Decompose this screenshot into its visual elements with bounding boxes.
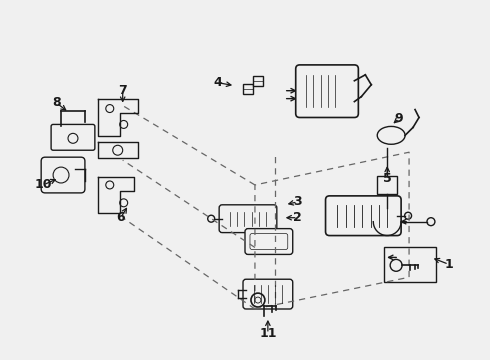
FancyBboxPatch shape [41, 157, 85, 193]
Ellipse shape [377, 126, 405, 144]
Bar [377, 176, 397, 194]
Text: 8: 8 [52, 96, 60, 109]
Text: 4: 4 [214, 76, 222, 89]
FancyBboxPatch shape [51, 125, 95, 150]
Text: 11: 11 [259, 327, 277, 340]
FancyBboxPatch shape [243, 279, 293, 309]
Text: 1: 1 [444, 258, 453, 271]
FancyBboxPatch shape [295, 65, 358, 117]
Text: 7: 7 [118, 84, 127, 97]
FancyBboxPatch shape [219, 205, 277, 233]
FancyBboxPatch shape [325, 196, 401, 235]
Text: 9: 9 [395, 112, 403, 125]
Text: 2: 2 [294, 211, 302, 224]
Bar [384, 247, 436, 282]
Text: 5: 5 [383, 171, 392, 185]
Text: 6: 6 [117, 211, 125, 224]
Bar [243, 84, 253, 94]
FancyBboxPatch shape [250, 234, 288, 249]
FancyBboxPatch shape [245, 229, 293, 255]
Bar [253, 76, 263, 86]
Text: 10: 10 [34, 179, 52, 192]
Text: 3: 3 [294, 195, 302, 208]
